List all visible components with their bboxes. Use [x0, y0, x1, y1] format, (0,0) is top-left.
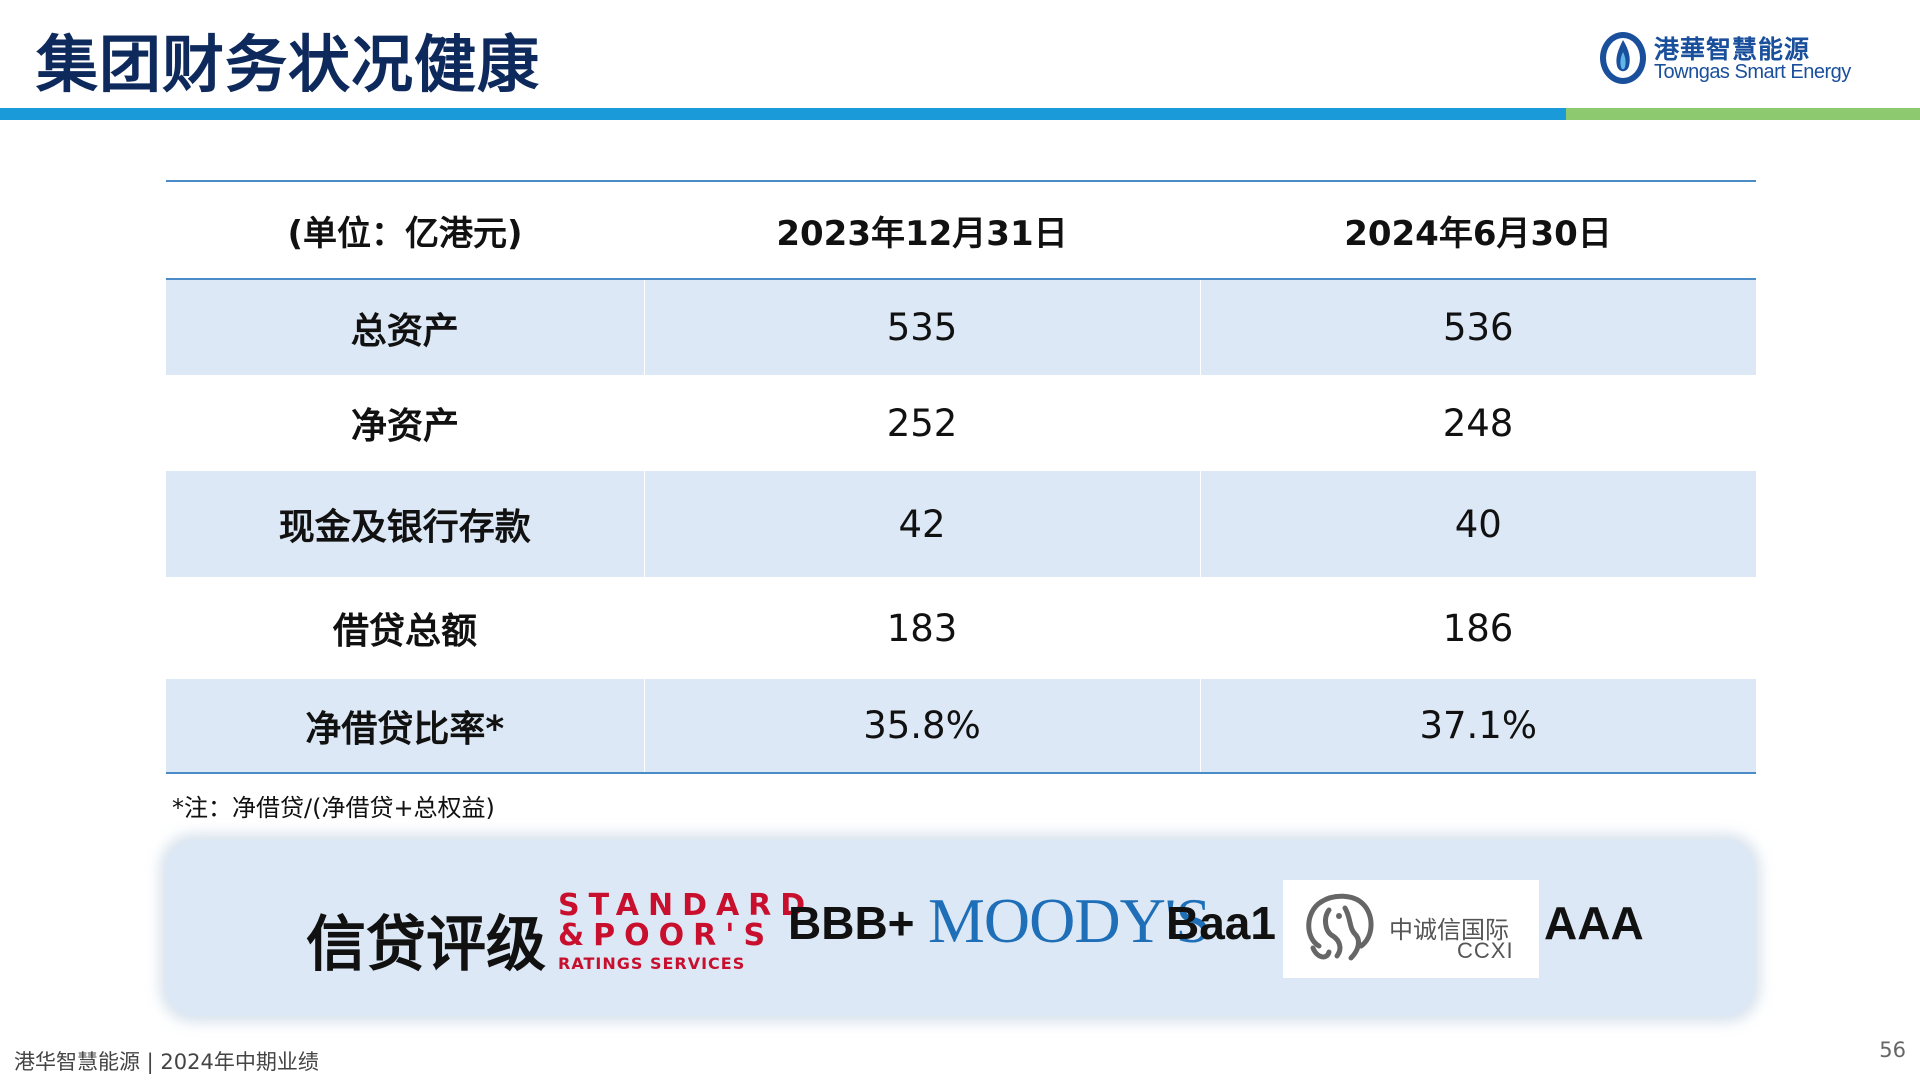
flame-icon: [1600, 32, 1646, 84]
sp-rating: BBB+: [788, 897, 915, 949]
credit-rating-panel: 信贷评级 STANDARD &POOR'S RATINGS SERVICES B…: [166, 840, 1754, 1016]
table-footnote: *注：净借贷/(净借贷+总权益): [172, 794, 495, 822]
value-2024: 186: [1442, 606, 1514, 650]
value-2023: 42: [643, 471, 1200, 577]
row-label: 总资产: [166, 279, 644, 375]
header-2023: 2023年12月31日: [644, 180, 1200, 280]
header-2024: 2024年6月30日: [1200, 180, 1756, 280]
moodys-logo: MOODY'S: [928, 885, 1211, 956]
footer-text: 港华智慧能源 | 2024年中期业绩: [14, 1050, 319, 1074]
value-2024: 37.1%: [1199, 679, 1756, 774]
table-row: 现金及银行存款 42 40: [166, 471, 1756, 577]
ccxi-chinese-name: 中诚信国际: [1389, 916, 1509, 944]
value-2023: 535: [643, 279, 1200, 375]
logo-english-name: Towngas Smart Energy: [1654, 61, 1851, 83]
header-band-blue: [0, 108, 1566, 120]
value-2023: 35.8%: [643, 679, 1200, 774]
elephant-icon: [1306, 893, 1374, 961]
sp-logo: STANDARD &POOR'S RATINGS SERVICES: [558, 888, 805, 978]
value-2023: 252: [886, 401, 958, 445]
row-label: 现金及银行存款: [166, 471, 644, 577]
ccxi-english-name: CCXI: [1457, 938, 1514, 963]
moodys-rating: Baa1: [1166, 897, 1276, 949]
header-unit: (单位：亿港元): [166, 180, 644, 280]
table-row: 净借贷比率* 35.8% 37.1%: [166, 679, 1756, 774]
page-number: 56: [1879, 1038, 1906, 1062]
table-header-row: (单位：亿港元) 2023年12月31日 2024年6月30日: [166, 180, 1756, 280]
row-label: 借贷总额: [332, 611, 477, 652]
table-row: 借贷总额 183 186: [166, 577, 1756, 679]
sp-logo-line3: RATINGS SERVICES: [558, 954, 746, 973]
value-2024: 536: [1199, 279, 1756, 375]
value-2024: 248: [1442, 401, 1514, 445]
ccxi-rating: AAA: [1544, 897, 1644, 949]
header-band-green: [1566, 108, 1920, 120]
sp-logo-line1: STANDARD: [558, 888, 815, 923]
value-2024: 40: [1199, 471, 1756, 577]
ccxi-logo: 中诚信国际 CCXI: [1283, 880, 1539, 978]
row-label: 净资产: [350, 406, 459, 447]
company-logo: 港華智慧能源 Towngas Smart Energy: [1598, 30, 1878, 90]
credit-rating-title: 信贷评级: [306, 910, 546, 980]
page-title: 集团财务状况健康: [36, 28, 541, 101]
sp-logo-line2: &POOR'S: [558, 918, 775, 953]
row-label: 净借贷比率*: [166, 679, 644, 774]
table-row: 净资产 252 248: [166, 375, 1756, 471]
value-2023: 183: [886, 606, 958, 650]
financial-table: (单位：亿港元) 2023年12月31日 2024年6月30日 总资产 535 …: [166, 180, 1756, 774]
logo-chinese-name: 港華智慧能源: [1654, 35, 1811, 64]
table-row: 总资产 535 536: [166, 279, 1756, 375]
